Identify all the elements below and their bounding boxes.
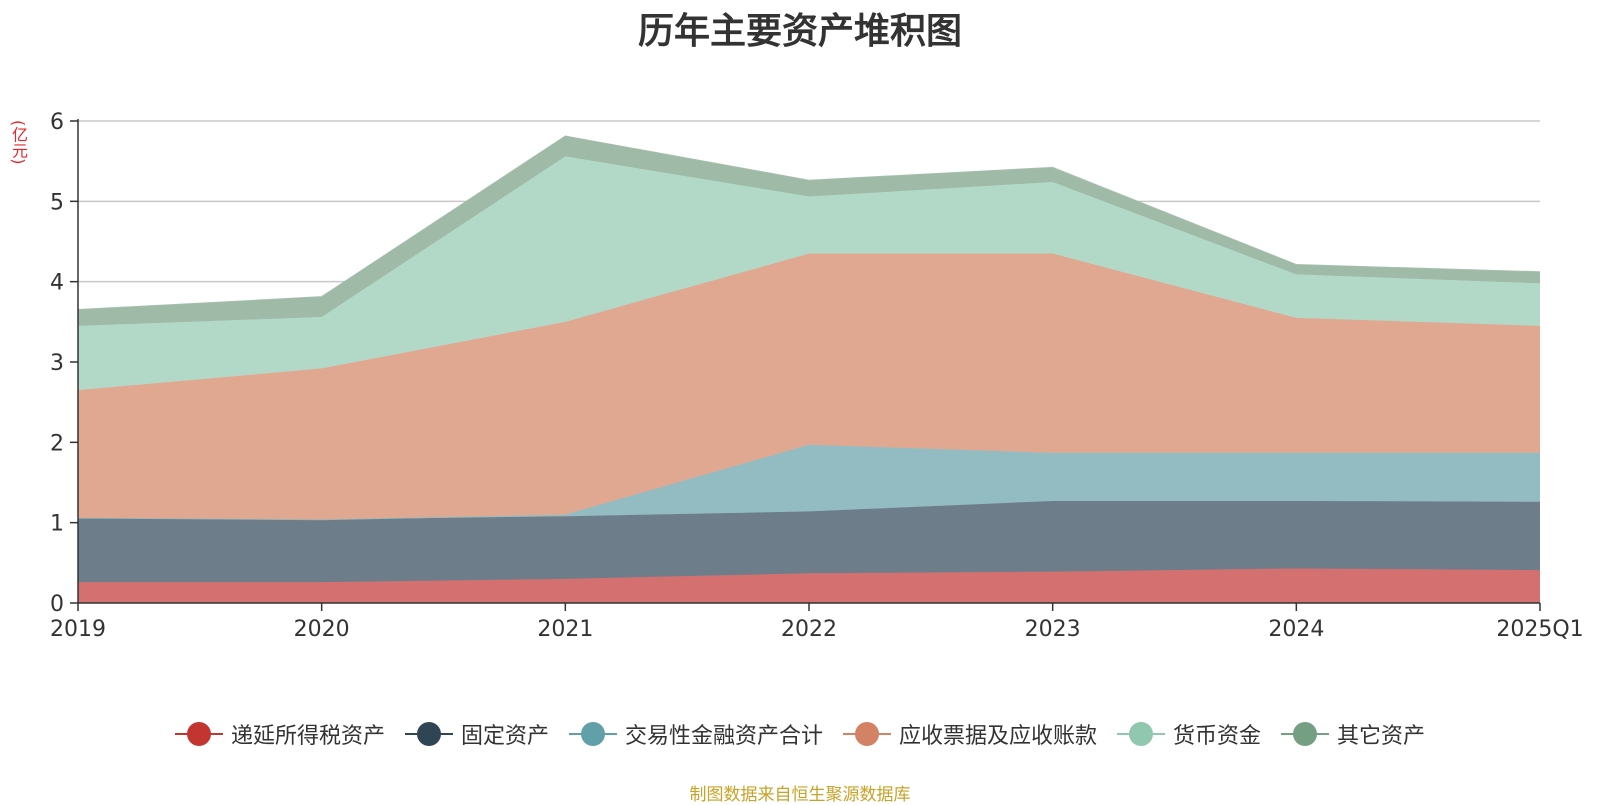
y-tick-label: 6 (50, 110, 64, 135)
legend-item[interactable]: 其它资产 (1281, 718, 1425, 750)
legend-marker-dot (186, 722, 211, 746)
area-series-5 (78, 136, 1540, 326)
y-tick-label: 5 (50, 190, 64, 215)
legend-label: 其它资产 (1337, 724, 1426, 749)
x-tick-label: 2021 (537, 617, 593, 642)
area-series-group (77, 135, 1541, 603)
legend-item[interactable]: 递延所得税资产 (174, 718, 385, 750)
legend-item[interactable]: 货币资金 (1117, 718, 1261, 750)
legend-marker-dot (580, 722, 605, 746)
y-tick-label: 3 (50, 351, 64, 376)
area-series-3 (78, 253, 1540, 520)
area-series-2 (78, 444, 1540, 520)
legend-marker-icon (1117, 722, 1166, 746)
legend-marker-icon (1281, 722, 1330, 746)
legend-item[interactable]: 应收票据及应收账款 (843, 718, 1097, 750)
area-series-1 (78, 500, 1540, 583)
y-tick-label: 1 (50, 512, 64, 537)
y-axis-unit-label: (亿元) (9, 120, 28, 165)
x-tick-label: 2022 (781, 617, 837, 642)
legend-marker-dot (855, 722, 879, 746)
axes: 0 1 2 3 4 5 6 2019 2020 2021 2022 2023 2024 2025Q1 (50, 110, 1584, 642)
area-series-4 (78, 156, 1540, 391)
legend-marker-dot (1129, 722, 1154, 746)
legend-label: 交易性金融资产合计 (624, 724, 823, 749)
legend-label: 货币资金 (1173, 724, 1262, 749)
y-tick-label: 4 (50, 271, 64, 296)
legend-label: 递延所得税资产 (230, 724, 385, 749)
x-tick-label: 2025Q1 (1496, 617, 1583, 642)
legend-marker-icon (174, 722, 223, 746)
source-note: 制图数据来自恒生聚源数据库 (689, 785, 911, 805)
legend-marker-icon (568, 722, 617, 746)
x-tick-label: 2023 (1025, 617, 1081, 642)
legend-marker-icon (843, 722, 891, 746)
legend-label: 应收票据及应收账款 (899, 724, 1098, 749)
stacked-area-chart: 0 1 2 3 4 5 6 2019 2020 2021 2022 2023 2024 2025Q1 (50, 110, 1584, 642)
x-tick-label: 2024 (1268, 617, 1324, 642)
series-line-5 (77, 135, 1541, 311)
y-tick-label: 2 (50, 431, 64, 456)
x-tick-label: 2019 (50, 617, 106, 642)
y-tick-label: 0 (50, 592, 64, 617)
legend: 递延所得税资产 固定资产 交易性金融资产合计 应收票据及应收账款 货币资金 其它资产 (0, 718, 1600, 750)
legend-marker-icon (404, 722, 453, 746)
legend-item[interactable]: 交易性金融资产合计 (568, 718, 823, 750)
legend-marker-dot (1293, 722, 1318, 746)
legend-marker-dot (416, 722, 441, 746)
area-series-0 (78, 568, 1540, 603)
legend-item[interactable]: 固定资产 (404, 718, 549, 750)
legend-label: 固定资产 (460, 724, 549, 749)
chart-title: 历年主要资产堆积图 (637, 11, 962, 52)
x-tick-label: 2020 (294, 617, 350, 642)
